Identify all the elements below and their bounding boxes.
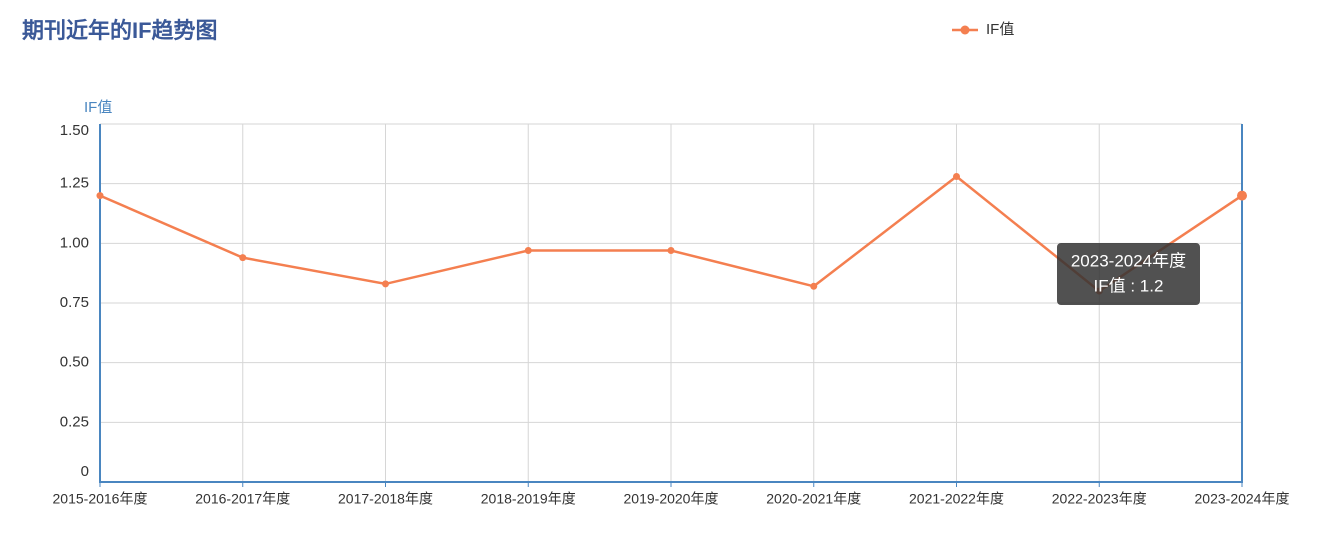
- data-point: [382, 280, 389, 288]
- data-point: [96, 192, 104, 200]
- y-tick-label: 0.75: [60, 294, 89, 311]
- legend-label: IF值: [986, 21, 1014, 38]
- y-tick-label: 1.50: [60, 122, 89, 139]
- x-tick-label: 2016-2017年度: [195, 491, 290, 507]
- legend-marker: [960, 25, 970, 35]
- x-tick-label: 2023-2024年度: [1195, 491, 1290, 507]
- x-tick-label: 2021-2022年度: [909, 491, 1004, 507]
- tooltip-box: [1057, 243, 1200, 305]
- y-tick-label: 1.00: [60, 234, 89, 251]
- y-tick-label: 0: [81, 463, 89, 480]
- data-point: [667, 246, 675, 254]
- data-point: [239, 254, 247, 262]
- data-point: [810, 282, 818, 290]
- x-tick-label: 2019-2020年度: [624, 491, 719, 507]
- x-tick-label: 2018-2019年度: [481, 491, 576, 507]
- x-tick-label: 2020-2021年度: [766, 491, 861, 507]
- y-axis-name: IF值: [84, 99, 112, 116]
- x-tick-label: 2022-2023年度: [1052, 491, 1147, 507]
- y-tick-label: 0.25: [60, 413, 89, 430]
- x-tick-label: 2017-2018年度: [338, 491, 433, 507]
- tooltip-text: 2023-2024年度: [1071, 251, 1186, 270]
- data-point: [524, 246, 532, 254]
- tooltip-text: IF值 : 1.2: [1094, 276, 1164, 295]
- y-tick-label: 1.25: [60, 175, 89, 192]
- data-point: [953, 173, 960, 181]
- data-point: [1237, 190, 1247, 201]
- y-tick-label: 0.50: [60, 354, 89, 371]
- x-tick-label: 2015-2016年度: [53, 491, 148, 507]
- chart-title: 期刊近年的IF趋势图: [22, 18, 218, 43]
